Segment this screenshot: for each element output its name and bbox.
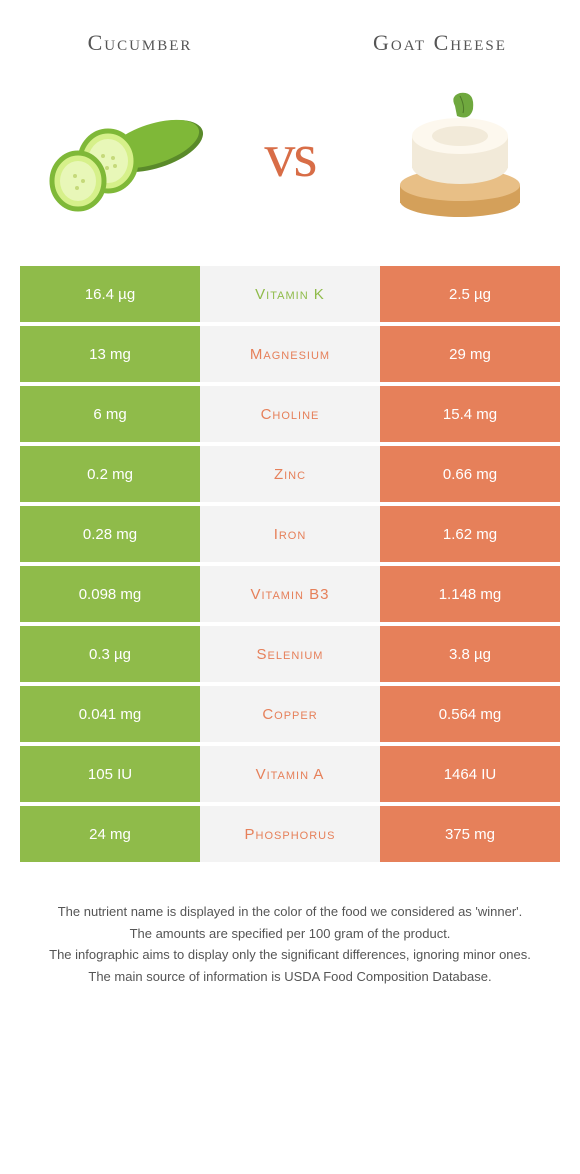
footer-line-3: The infographic aims to display only the… xyxy=(40,945,540,965)
left-value: 0.2 mg xyxy=(20,446,200,502)
left-value: 0.041 mg xyxy=(20,686,200,742)
table-row: 0.041 mgCopper0.564 mg xyxy=(20,686,560,742)
nutrient-name: Iron xyxy=(200,506,380,562)
nutrient-name: Choline xyxy=(200,386,380,442)
left-value: 16.4 µg xyxy=(20,266,200,322)
nutrient-name: Vitamin K xyxy=(200,266,380,322)
right-value: 29 mg xyxy=(380,326,560,382)
goat-cheese-image xyxy=(370,76,550,236)
table-row: 16.4 µgVitamin K2.5 µg xyxy=(20,266,560,322)
right-value: 3.8 µg xyxy=(380,626,560,682)
right-value: 1.62 mg xyxy=(380,506,560,562)
nutrition-table: 16.4 µgVitamin K2.5 µg13 mgMagnesium29 m… xyxy=(20,266,560,862)
nutrient-name: Selenium xyxy=(200,626,380,682)
table-row: 24 mgPhosphorus375 mg xyxy=(20,806,560,862)
nutrient-name: Magnesium xyxy=(200,326,380,382)
table-row: 6 mgCholine15.4 mg xyxy=(20,386,560,442)
right-food-title: Goat Cheese xyxy=(340,30,540,56)
nutrient-name: Vitamin B3 xyxy=(200,566,380,622)
left-value: 0.3 µg xyxy=(20,626,200,682)
left-value: 6 mg xyxy=(20,386,200,442)
left-value: 105 IU xyxy=(20,746,200,802)
footer-notes: The nutrient name is displayed in the co… xyxy=(40,902,540,986)
header-titles: Cucumber Goat Cheese xyxy=(0,0,580,66)
right-value: 2.5 µg xyxy=(380,266,560,322)
nutrient-name: Vitamin A xyxy=(200,746,380,802)
footer-line-1: The nutrient name is displayed in the co… xyxy=(40,902,540,922)
table-row: 0.28 mgIron1.62 mg xyxy=(20,506,560,562)
cucumber-image xyxy=(30,76,210,236)
table-row: 0.098 mgVitamin B31.148 mg xyxy=(20,566,560,622)
images-row: vs xyxy=(0,66,580,266)
table-row: 105 IUVitamin A1464 IU xyxy=(20,746,560,802)
right-value: 375 mg xyxy=(380,806,560,862)
nutrient-name: Copper xyxy=(200,686,380,742)
left-value: 24 mg xyxy=(20,806,200,862)
left-value: 0.28 mg xyxy=(20,506,200,562)
left-food-title: Cucumber xyxy=(40,30,240,56)
footer-line-4: The main source of information is USDA F… xyxy=(40,967,540,987)
table-row: 13 mgMagnesium29 mg xyxy=(20,326,560,382)
right-value: 1.148 mg xyxy=(380,566,560,622)
nutrient-name: Phosphorus xyxy=(200,806,380,862)
right-value: 1464 IU xyxy=(380,746,560,802)
right-value: 0.564 mg xyxy=(380,686,560,742)
left-value: 0.098 mg xyxy=(20,566,200,622)
left-value: 13 mg xyxy=(20,326,200,382)
right-value: 15.4 mg xyxy=(380,386,560,442)
table-row: 0.3 µgSelenium3.8 µg xyxy=(20,626,560,682)
nutrient-name: Zinc xyxy=(200,446,380,502)
right-value: 0.66 mg xyxy=(380,446,560,502)
table-row: 0.2 mgZinc0.66 mg xyxy=(20,446,560,502)
footer-line-2: The amounts are specified per 100 gram o… xyxy=(40,924,540,944)
vs-label: vs xyxy=(264,121,315,192)
